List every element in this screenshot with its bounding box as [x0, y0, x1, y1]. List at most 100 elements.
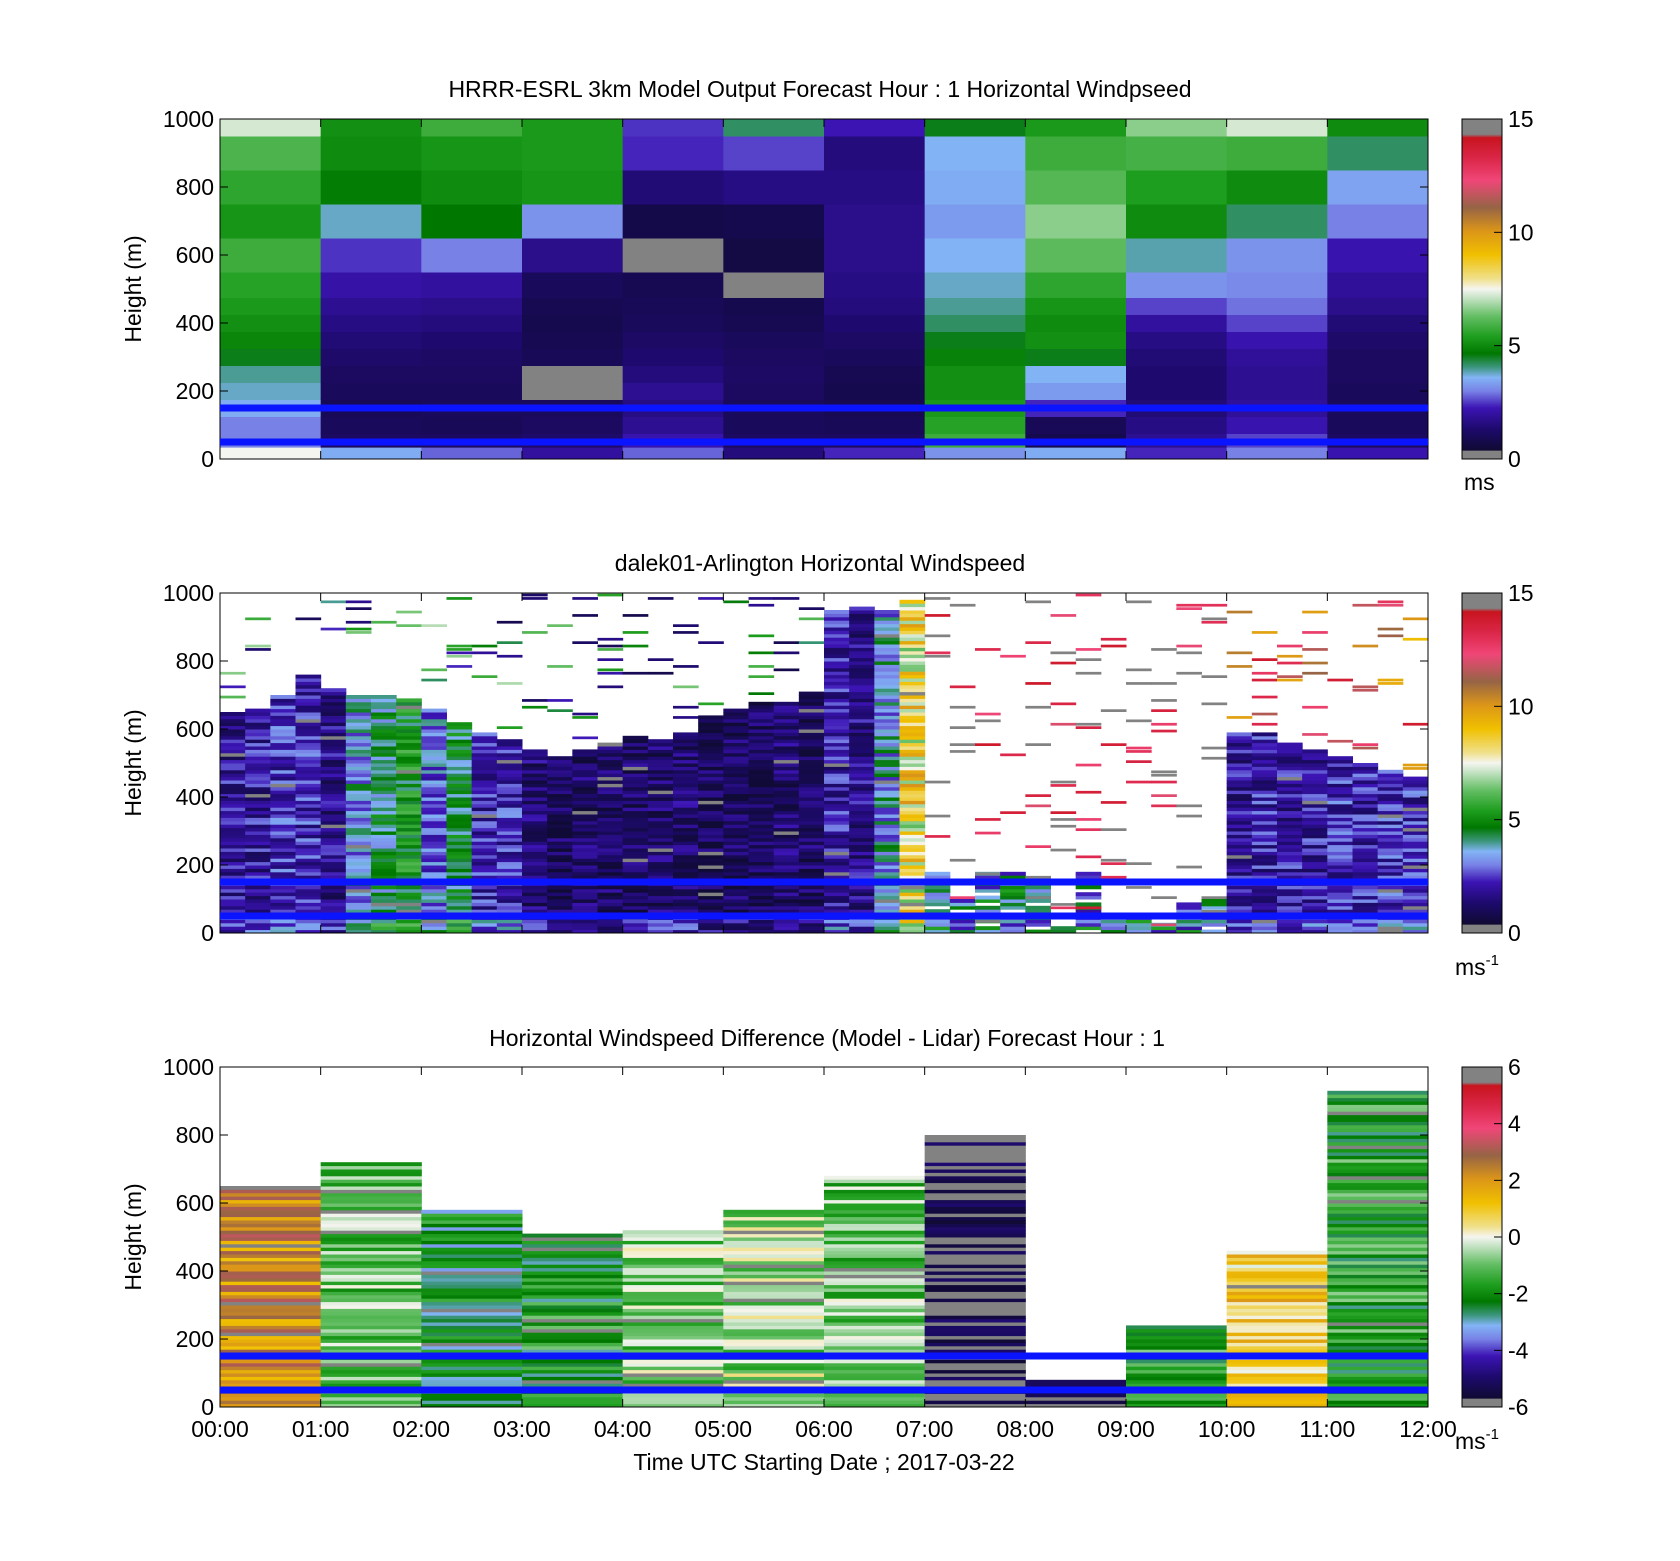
difference-cell — [723, 1305, 825, 1309]
lidar-cell — [723, 732, 749, 737]
lidar-cell — [874, 708, 900, 713]
difference-cell — [924, 1243, 1026, 1248]
lidar-cell — [1302, 837, 1328, 842]
lidar-cell — [446, 742, 473, 747]
lidar-cell — [748, 861, 775, 866]
model-cell — [1025, 382, 1127, 400]
model-cell — [824, 348, 926, 366]
lidar-cell — [874, 858, 900, 863]
model-cell — [220, 170, 322, 205]
lidar-cell — [597, 895, 624, 900]
lidar-cell — [446, 892, 473, 897]
lidar-cell — [547, 709, 573, 712]
lidar-cell — [245, 814, 271, 818]
lidar-cell — [245, 834, 271, 839]
difference-cell — [622, 1291, 724, 1296]
difference-cell — [1025, 1393, 1127, 1398]
lidar-cell — [547, 871, 573, 876]
difference-cell — [924, 1247, 1026, 1252]
model-cell — [1025, 238, 1127, 273]
difference-cell — [320, 1209, 422, 1214]
lidar-cell — [1151, 699, 1177, 702]
lidar-cell — [1377, 844, 1404, 849]
lidar-cell — [622, 752, 649, 757]
lidar-cell — [245, 769, 271, 774]
model-cell — [1327, 331, 1429, 349]
difference-cell — [1327, 1111, 1429, 1116]
lidar-cell — [295, 735, 322, 740]
model-cell — [723, 314, 825, 332]
difference-cell — [522, 1393, 624, 1398]
lidar-cell — [245, 926, 271, 931]
lidar-cell — [1327, 841, 1353, 846]
lidar-cell — [824, 695, 850, 699]
lidar-cell — [647, 875, 674, 880]
difference-cell — [924, 1318, 1026, 1323]
lidar-cell — [874, 712, 900, 716]
lidar-cell — [748, 854, 775, 859]
lidar-cell — [295, 718, 322, 723]
difference-cell — [622, 1230, 724, 1235]
difference-cell — [320, 1257, 422, 1262]
lidar-cell — [597, 648, 624, 651]
difference-cell — [421, 1311, 523, 1316]
lidar-cell — [824, 858, 850, 863]
lidar-cell — [220, 756, 246, 761]
lidar-cell — [446, 651, 473, 655]
difference-cell — [320, 1318, 422, 1323]
lidar-cell — [547, 797, 573, 801]
lidar-cell — [320, 722, 347, 727]
lidar-cell — [522, 763, 548, 767]
difference-cell — [421, 1396, 523, 1401]
lidar-cell — [1277, 820, 1303, 825]
lidar-cell — [824, 899, 850, 903]
model-cell — [421, 204, 523, 239]
lidar-cell — [824, 895, 850, 900]
difference-cell — [320, 1186, 422, 1190]
lidar-cell — [673, 820, 699, 825]
lidar-cell — [1226, 776, 1253, 781]
difference-cell — [924, 1196, 1026, 1201]
difference-cell — [421, 1332, 523, 1337]
lidar-cell — [371, 780, 397, 784]
lidar-cell — [396, 746, 422, 750]
lidar-cell — [824, 929, 850, 934]
lidar-cell — [849, 630, 875, 635]
lidar-cell — [1176, 905, 1202, 910]
lidar-cell — [547, 766, 573, 771]
lidar-cell — [1075, 658, 1102, 661]
lidar-cell — [1402, 868, 1429, 873]
lidar-cell — [1327, 800, 1353, 805]
lidar-cell — [320, 705, 347, 710]
lidar-cell — [1402, 831, 1429, 835]
lidar-cell — [798, 735, 825, 740]
difference-cell — [622, 1393, 724, 1398]
lidar-cell — [547, 909, 573, 914]
lidar-cell — [270, 759, 296, 764]
lidar-cell — [1251, 803, 1278, 808]
lidar-cell — [698, 834, 724, 839]
model-cell — [220, 365, 322, 383]
lidar-cell — [597, 786, 624, 791]
lidar-cell — [320, 627, 347, 631]
lidar-cell — [824, 807, 850, 812]
lidar-cell — [345, 875, 372, 880]
lidar-cell — [371, 763, 397, 767]
lidar-cell — [471, 919, 498, 924]
lidar-cell — [597, 780, 624, 784]
lidar-cell — [396, 820, 422, 825]
lidar-cell — [421, 725, 447, 730]
lidar-cell — [1075, 895, 1102, 900]
lidar-cell — [295, 929, 322, 934]
lidar-cell — [446, 654, 473, 658]
lidar-cell — [1302, 793, 1328, 798]
lidar-cell — [773, 786, 800, 791]
lidar-cell — [295, 695, 322, 699]
difference-cell — [1126, 1345, 1228, 1350]
panel-model-ylabel: Height (m) — [120, 235, 146, 342]
difference-cell — [421, 1233, 523, 1238]
difference-cell — [320, 1339, 422, 1343]
lidar-cell — [295, 800, 322, 805]
